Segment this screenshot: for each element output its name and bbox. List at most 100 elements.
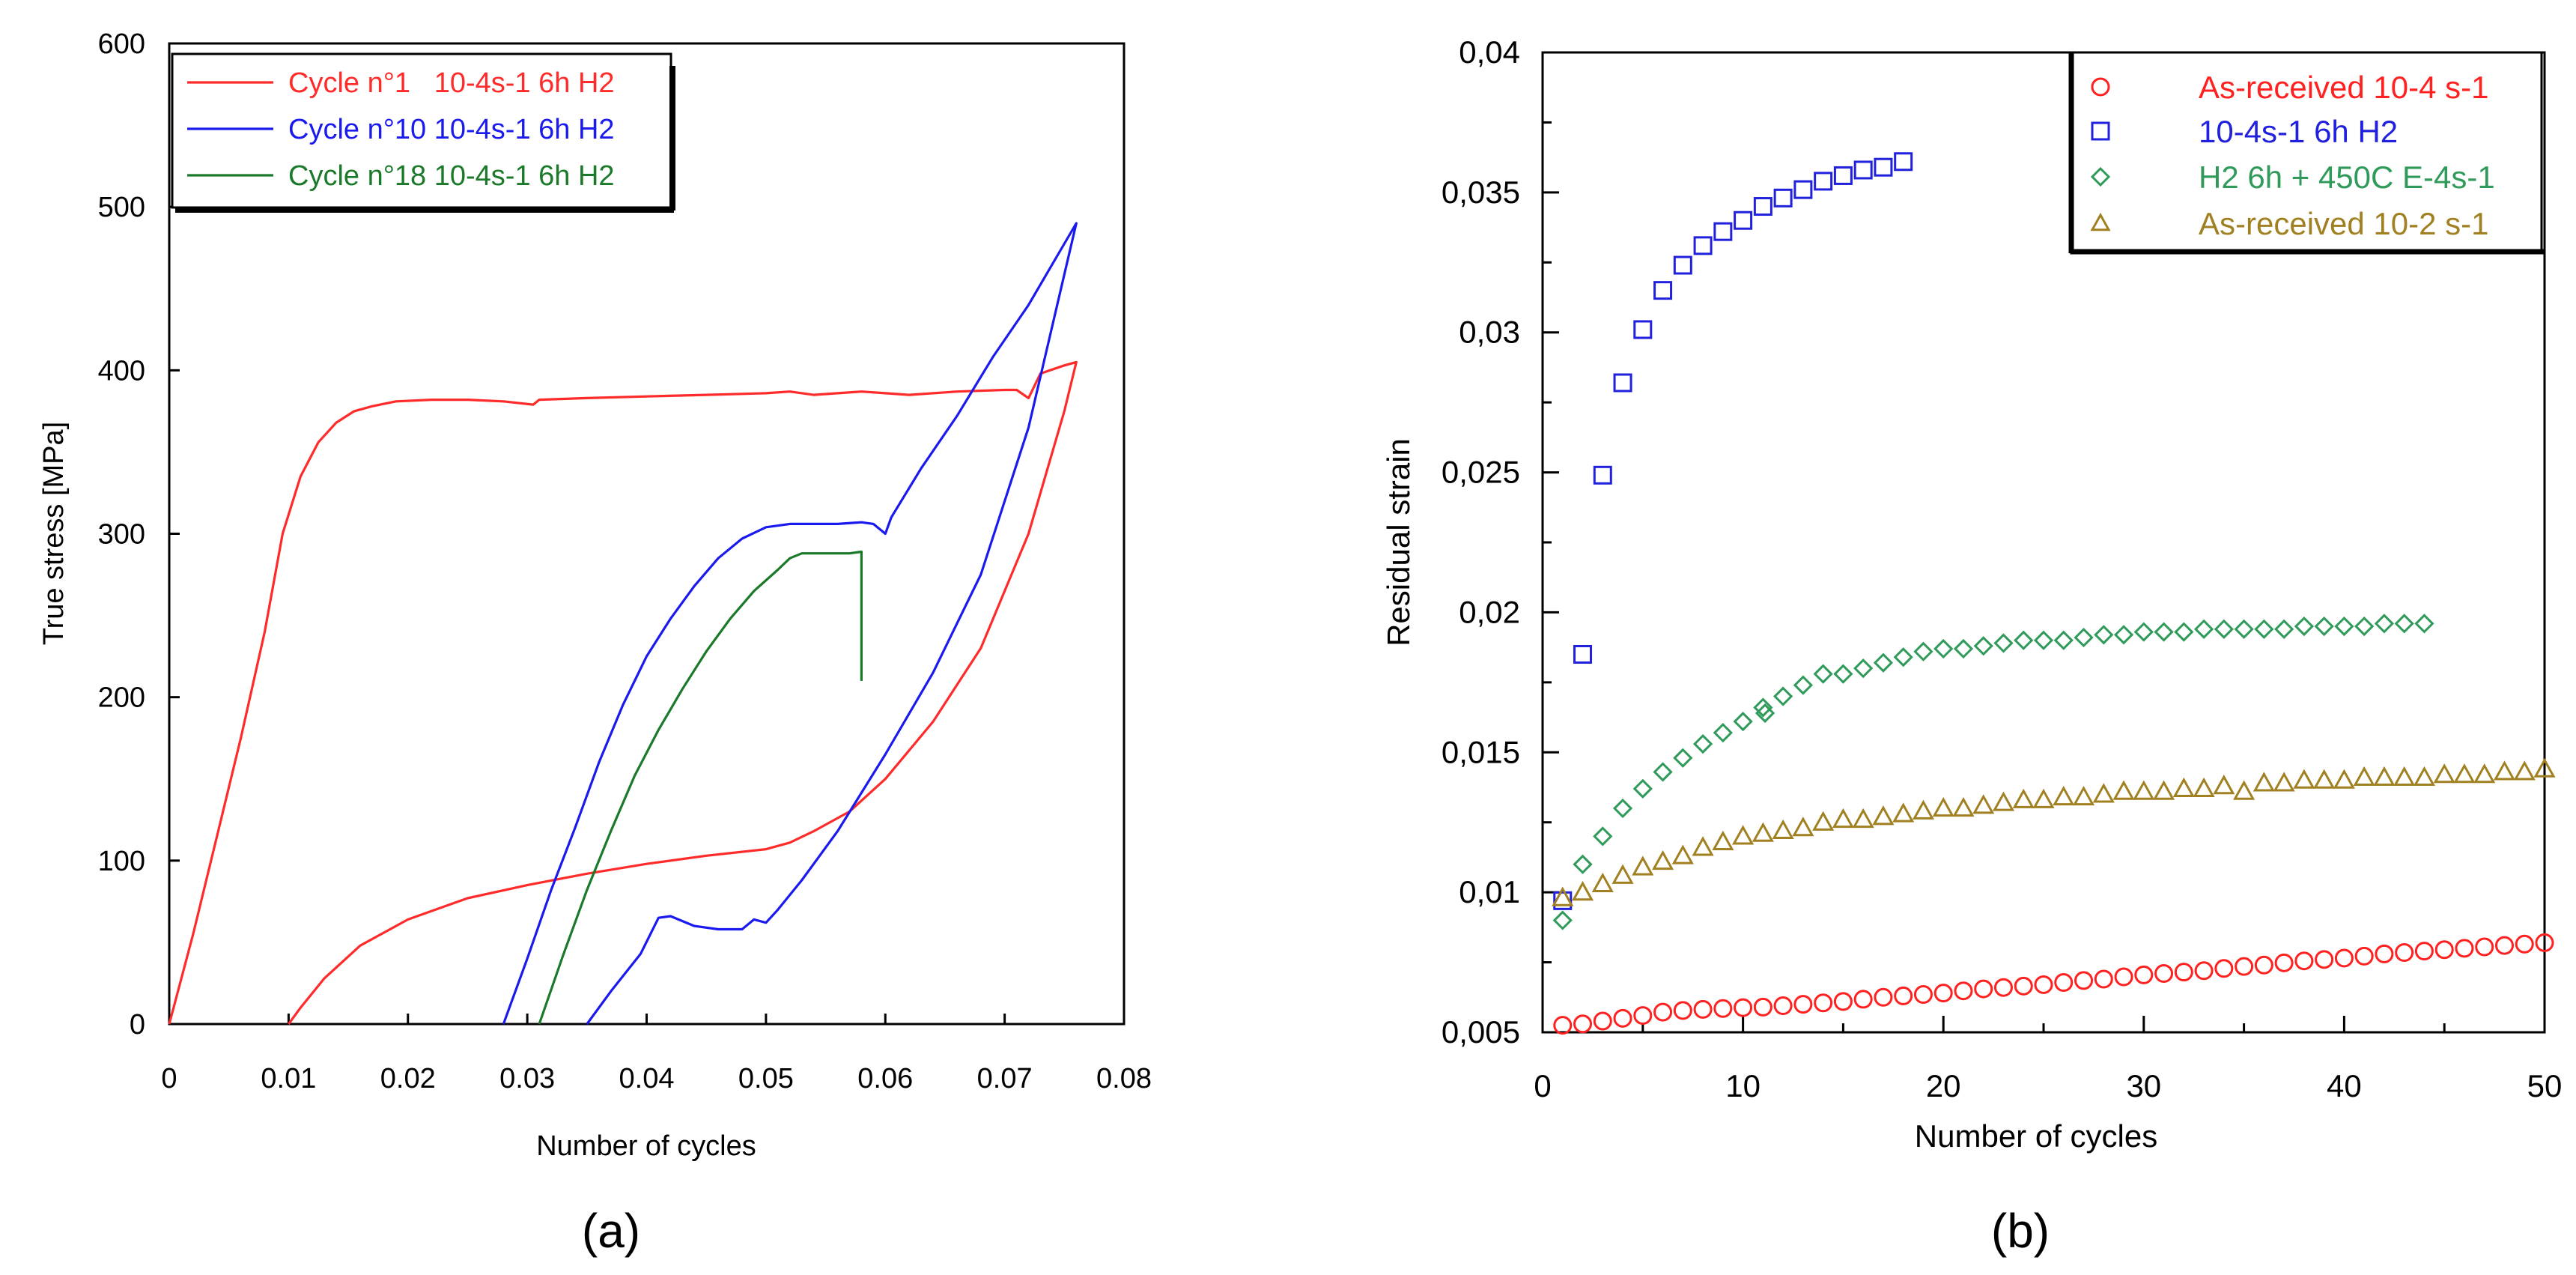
x-tick-label: 40 [2327,1068,2362,1103]
data-point [2334,616,2354,637]
data-point [1734,211,1753,230]
y-tick-label: 200 [98,682,145,714]
data-point [2253,772,2275,792]
data-point [1732,825,1755,845]
data-point [1874,157,1893,177]
data-point [2494,936,2514,955]
data-point [1892,802,1915,823]
data-point [1853,990,1873,1009]
data-point [1853,658,1874,679]
data-point [2032,788,2055,808]
data-point [1692,733,1713,754]
data-point [1812,811,1835,831]
x-tick-label: 0.03 [499,1063,555,1094]
data-point [1793,180,1813,199]
panel-label-a: (a) [582,1204,640,1258]
data-point [1792,817,1814,837]
data-point [2214,619,2234,639]
data-point [1974,979,1993,999]
legend-marker [2090,166,2111,187]
data-point [2333,769,2355,789]
y-tick-label: 0,005 [1442,1014,1520,1050]
x-tick-label: 0.08 [1096,1063,1152,1094]
data-point [2434,940,2454,960]
legend-box [2070,51,2543,255]
data-point [1553,891,1573,910]
data-point [1673,748,1693,768]
data-point [1814,172,1833,191]
data-point [1973,636,1993,656]
data-point [1933,984,1953,1003]
data-point [1813,664,1833,684]
legend-marker [2090,212,2111,231]
data-point [2113,625,2134,645]
legend-entry: Cycle n°1 10-4s-1 6h H2 [288,67,615,99]
data-point [2393,766,2416,787]
y-tick-label: 400 [98,355,145,387]
data-point [2193,619,2214,639]
data-point [2014,976,2033,996]
data-point [1552,910,1573,930]
data-point [2194,961,2214,981]
y-tick-label: 0,02 [1459,594,1520,629]
legend-marker [2091,77,2110,97]
data-point [2273,772,2295,792]
data-point [2254,619,2274,639]
data-point [1852,808,1874,829]
legend-marker [2091,121,2110,141]
y-axis-label: True stress [MPa] [38,422,70,645]
data-point [2092,783,2115,803]
x-tick-label: 50 [2527,1068,2563,1103]
data-point [2375,944,2394,963]
data-point [1713,723,1733,743]
x-tick-label: 0 [161,1063,177,1094]
data-point [2274,953,2294,972]
data-point [2413,766,2435,787]
y-tick-label: 0 [130,1009,145,1041]
data-point [2334,948,2354,968]
data-point [1894,986,1913,1005]
panel-label-b: (b) [1991,1204,2050,1258]
data-point [1833,664,1853,684]
data-point [1773,188,1793,208]
data-point [2294,951,2314,971]
data-point [1673,1001,1692,1020]
data-point [1772,686,1793,706]
data-point [2134,965,2154,984]
data-point [1573,644,1593,664]
y-tick-label: 0,025 [1442,455,1520,490]
data-point [2354,946,2374,966]
data-point [2473,763,2496,784]
data-point [2533,757,2556,778]
data-point [2395,942,2414,962]
data-point [1932,796,1954,817]
data-point [1753,697,1773,718]
data-point [1593,826,1613,847]
data-point [2354,616,2375,637]
data-point [1992,791,2015,811]
data-point [1553,1016,1573,1035]
data-point [1671,844,1694,864]
y-tick-label: 0,035 [1442,175,1520,210]
y-tick-label: 100 [98,846,145,877]
x-tick-label: 0.07 [977,1063,1033,1094]
data-point [2094,625,2114,645]
chart-b: 0 10 20 30 40 50 0,005 0,01 0,015 0,02 0,025 0,03 0,… [1381,34,2562,1258]
data-point [2273,619,2294,639]
data-point [1633,1006,1653,1026]
data-point [2313,769,2336,789]
data-point [1933,638,1954,659]
data-point [1993,633,2014,653]
data-point [1713,222,1733,241]
data-point [1653,1002,1673,1022]
series-points [1552,757,2556,906]
data-point [2014,630,2034,650]
data-point [1593,465,1612,485]
data-point [2174,963,2193,982]
data-point [1573,854,1593,874]
data-point [2433,763,2455,784]
data-point [1894,152,1913,172]
chart-a: 0 0.01 0.02 0.03 0.04 0.05 0.06 0.07 0.08 0 100 200… [38,28,1152,1258]
y-tick-label: 0,015 [1442,734,1520,769]
data-point [2515,934,2534,954]
